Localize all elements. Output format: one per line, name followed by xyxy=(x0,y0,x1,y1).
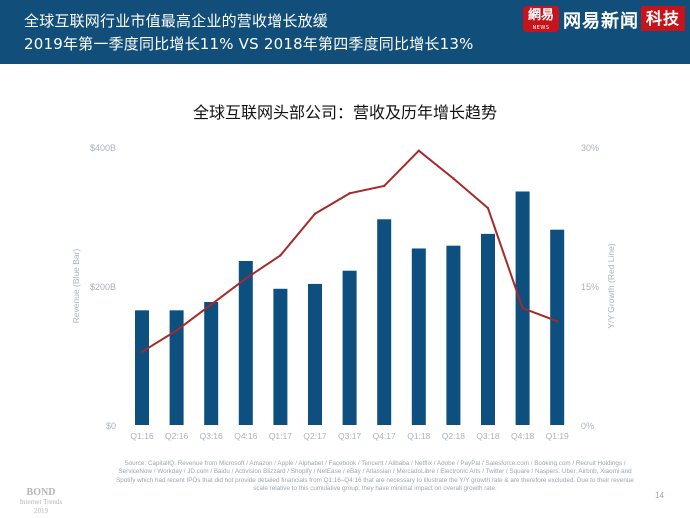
growth-point xyxy=(486,206,490,210)
netease-logo-icon[interactable]: 網易 NEWS xyxy=(523,6,559,32)
x-tick-label: Q1:17 xyxy=(269,431,292,441)
logo-name[interactable]: 网易新闻 xyxy=(563,11,639,32)
y-tick-label: $200B xyxy=(90,282,116,292)
growth-point xyxy=(556,320,559,323)
y-tick-label: $0 xyxy=(106,421,116,431)
y-axis-label: Revenue (Blue Bar) xyxy=(71,249,81,324)
x-tick-label: Q1:16 xyxy=(130,431,153,441)
logo-badge-text: 網易 xyxy=(527,8,554,23)
revenue-bar xyxy=(238,260,253,425)
page-number: 14 xyxy=(655,491,664,500)
x-tick-label: Q4:16 xyxy=(234,431,257,441)
x-tick-label: Q4:18 xyxy=(511,431,534,441)
header-subtitle: 2019年第一季度同比增长11% VS 2018年第四季度同比增长13% xyxy=(24,35,474,53)
chart-title: 全球互联网头部公司：营收及历年增长趋势 xyxy=(192,103,497,122)
revenue-bar xyxy=(377,219,392,425)
growth-point xyxy=(175,329,178,332)
y-tick-label: $400B xyxy=(90,143,116,153)
growth-point xyxy=(452,177,455,180)
logo-badge-sub: NEWS xyxy=(532,25,550,31)
revenue-bar xyxy=(446,245,461,425)
growth-point xyxy=(210,303,213,306)
growth-point xyxy=(383,184,386,188)
logo-tag[interactable]: 科技 xyxy=(641,6,685,31)
growth-point xyxy=(417,149,420,152)
x-tick-label: Q3:18 xyxy=(476,431,499,441)
x-tick-label: Q2:16 xyxy=(165,431,188,441)
revenue-bar xyxy=(308,283,322,425)
x-tick-label: Q2:18 xyxy=(442,431,465,441)
revenue-bar xyxy=(550,229,565,425)
y2-axis-label: Y/Y Growth (Red Line) xyxy=(606,243,616,329)
x-tick-label: Q2:17 xyxy=(303,431,326,441)
revenue-bar xyxy=(481,233,495,425)
revenue-bar xyxy=(135,310,149,425)
bond-subtitle: Internet Trends xyxy=(19,498,63,506)
header-banner xyxy=(0,0,690,64)
revenue-bar xyxy=(411,248,426,425)
x-tick-label: Q1:18 xyxy=(407,431,430,441)
revenue-bar xyxy=(169,310,184,425)
revenue-bar xyxy=(273,288,288,425)
bond-logo: BOND Internet Trends 2019 xyxy=(8,487,74,516)
revenue-bar xyxy=(204,301,219,425)
growth-point xyxy=(521,307,524,310)
y2-tick-label: 0% xyxy=(581,421,594,431)
bond-title: BOND xyxy=(26,487,56,498)
growth-point xyxy=(313,212,317,215)
y2-tick-label: 15% xyxy=(581,282,599,292)
x-tick-label: Q1:19 xyxy=(546,431,569,441)
source-note: Source: CapitalIQ. Revenue from Microsof… xyxy=(116,460,634,492)
x-tick-label: Q4:17 xyxy=(373,431,396,441)
growth-point xyxy=(279,254,282,257)
x-tick-label: Q3:17 xyxy=(338,431,361,441)
revenue-bar xyxy=(342,270,357,425)
x-tick-label: Q3:16 xyxy=(200,431,223,441)
growth-point xyxy=(348,192,351,195)
y2-tick-label: 30% xyxy=(581,143,599,153)
bond-year: 2019 xyxy=(34,507,48,515)
growth-point xyxy=(140,350,144,353)
growth-point xyxy=(244,277,247,280)
header-title: 全球互联网行业市值最高企业的营收增长放缓 xyxy=(24,12,329,30)
